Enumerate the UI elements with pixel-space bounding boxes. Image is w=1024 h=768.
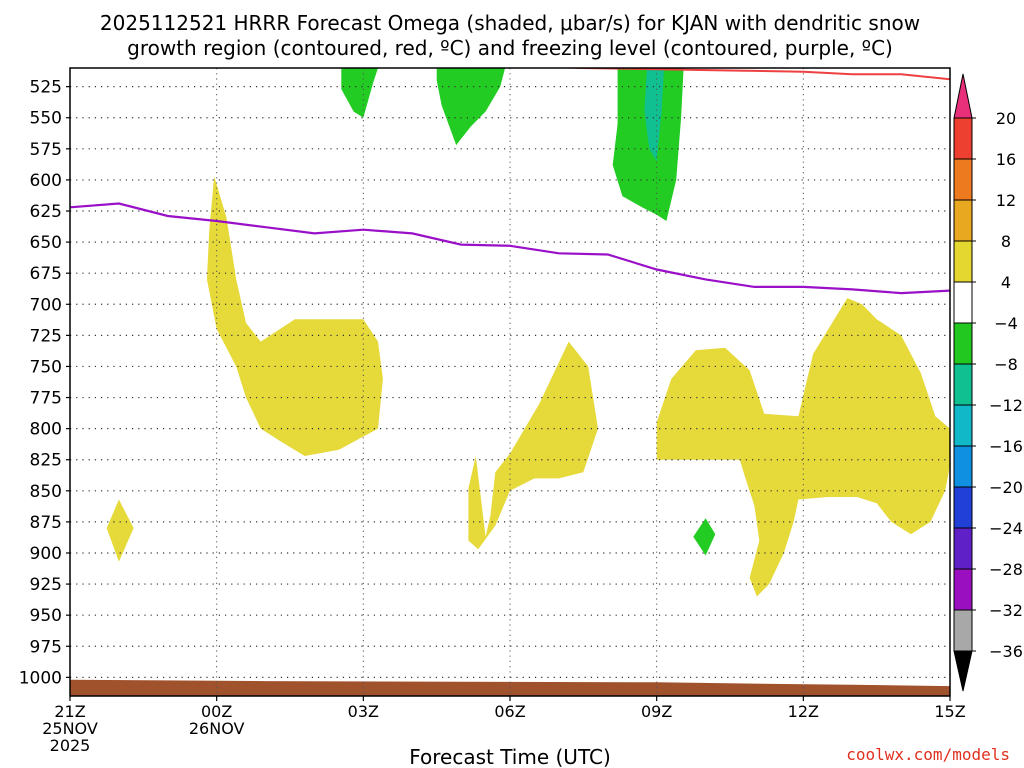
omega-region-positive-8 bbox=[656, 298, 950, 597]
contour-lines bbox=[70, 68, 950, 295]
colorbar-label: 12 bbox=[996, 191, 1016, 210]
colorbar-segment bbox=[953, 117, 973, 160]
x-tick-label: 06Z bbox=[494, 702, 525, 721]
omega-region-positive-5 bbox=[106, 499, 134, 562]
colorbar-segment bbox=[953, 445, 973, 488]
y-tick-label: 725 bbox=[30, 326, 62, 346]
colorbar-label: −8 bbox=[994, 355, 1018, 374]
y-tick-label: 750 bbox=[30, 357, 62, 377]
x-tick-label: 21Z bbox=[54, 702, 85, 721]
colorbar-label: −12 bbox=[989, 396, 1023, 415]
x-tick-label: 15Z bbox=[934, 702, 965, 721]
colorbar: 20 16 12 8 4 −4 −8 −12 −16 −20 −24 −28 −32 −36 bbox=[953, 73, 1023, 692]
colorbar-segment bbox=[953, 199, 973, 242]
omega-region-negative-0 bbox=[341, 68, 378, 118]
colorbar-segment bbox=[953, 363, 973, 406]
y-tick-label: 925 bbox=[30, 575, 62, 595]
y-tick-label: 650 bbox=[30, 233, 62, 253]
credit-text: coolwx.com/models bbox=[846, 745, 1010, 764]
colorbar-label: 4 bbox=[1001, 273, 1011, 292]
y-tick-label: 675 bbox=[30, 264, 62, 284]
colorbar-label: 20 bbox=[996, 109, 1016, 128]
y-tick-label: 700 bbox=[30, 295, 62, 315]
y-tick-label: 600 bbox=[30, 171, 62, 191]
y-tick-label: 975 bbox=[30, 637, 62, 657]
colorbar-segment bbox=[953, 240, 973, 283]
y-tick-label: 525 bbox=[30, 78, 62, 98]
y-tick-label: 850 bbox=[30, 482, 62, 502]
x-tick-label: 2025 bbox=[50, 736, 91, 755]
chart-title-line1: 2025112521 HRRR Forecast Omega (shaded, … bbox=[100, 11, 920, 35]
omega-region-negative-2 bbox=[612, 68, 684, 221]
chart-title-line2: growth region (contoured, red, ºC) and f… bbox=[127, 36, 893, 60]
omega-region-positive-7 bbox=[468, 341, 598, 550]
y-tick-label: 575 bbox=[30, 140, 62, 160]
y-tick-label: 625 bbox=[30, 202, 62, 222]
colorbar-label: −4 bbox=[994, 314, 1018, 333]
colorbar-top-arrow bbox=[953, 73, 973, 119]
x-tick-label: 26NOV bbox=[189, 719, 245, 738]
y-tick-label: 775 bbox=[30, 389, 62, 409]
colorbar-label: −28 bbox=[989, 560, 1023, 579]
colorbar-label: −24 bbox=[989, 519, 1023, 538]
x-tick-label: 03Z bbox=[348, 702, 379, 721]
colorbar-label: 8 bbox=[1001, 232, 1011, 251]
x-tick-label: 00Z bbox=[201, 702, 232, 721]
x-tick-label: 09Z bbox=[641, 702, 672, 721]
x-axis-label: Forecast Time (UTC) bbox=[409, 745, 611, 768]
freezing-level-line bbox=[70, 202, 950, 295]
omega-region-positive-6 bbox=[206, 176, 383, 456]
colorbar-label: 16 bbox=[996, 150, 1016, 169]
x-tick-label: 25NOV bbox=[42, 719, 98, 738]
colorbar-label: −32 bbox=[989, 601, 1023, 620]
y-tick-label: 1000 bbox=[19, 668, 62, 688]
omega-region-negative-4 bbox=[693, 518, 716, 556]
colorbar-segment bbox=[953, 527, 973, 570]
omega-region-negative-1 bbox=[436, 68, 506, 146]
grid-lines bbox=[70, 68, 950, 696]
colorbar-segment bbox=[953, 404, 973, 447]
colorbar-segment bbox=[953, 609, 973, 652]
colorbar-bottom-arrow bbox=[953, 650, 973, 692]
colorbar-segment bbox=[953, 322, 973, 365]
y-tick-label: 950 bbox=[30, 606, 62, 626]
colorbar-segment bbox=[953, 568, 973, 611]
y-tick-label: 825 bbox=[30, 451, 62, 471]
omega-region-strong_negative-3 bbox=[644, 68, 664, 162]
colorbar-label: −20 bbox=[989, 478, 1023, 497]
y-axis: 525 550 575 600 625 650 675 700 725 750 775 800 825 8… bbox=[19, 78, 70, 688]
colorbar-label: −16 bbox=[989, 437, 1023, 456]
x-tick-label: 12Z bbox=[788, 702, 819, 721]
colorbar-segment bbox=[953, 486, 973, 529]
y-tick-label: 550 bbox=[30, 109, 62, 129]
y-tick-label: 900 bbox=[30, 544, 62, 564]
colorbar-label: −36 bbox=[989, 642, 1023, 661]
colorbar-segment bbox=[953, 158, 973, 201]
plot-area bbox=[70, 68, 950, 696]
colorbar-segment bbox=[953, 281, 973, 324]
y-tick-label: 800 bbox=[30, 420, 62, 440]
y-tick-label: 875 bbox=[30, 513, 62, 533]
